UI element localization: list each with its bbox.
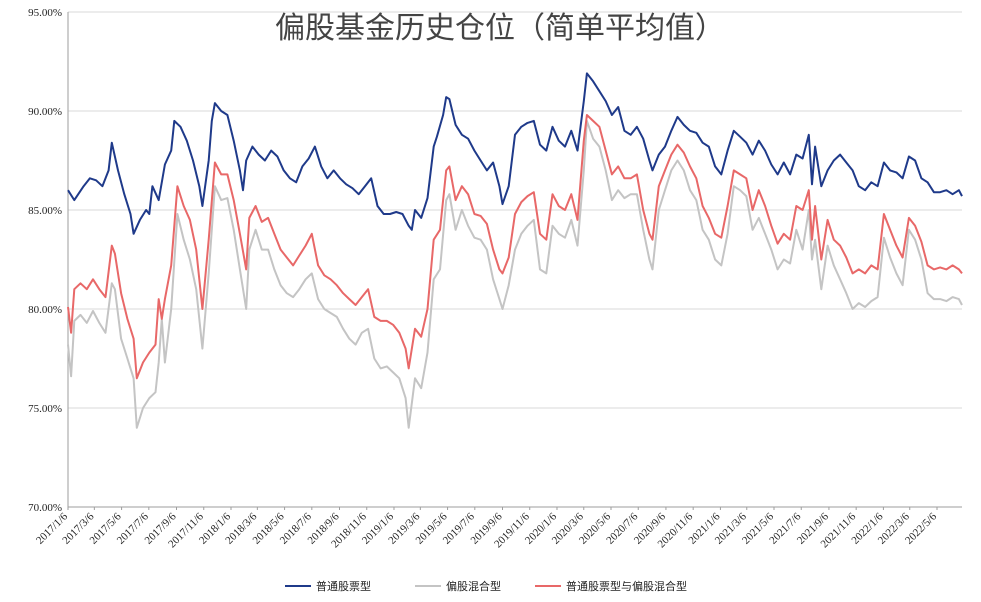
y-tick-label: 95.00% (28, 7, 62, 19)
series-line-0 (67, 72, 963, 235)
series-line-2 (67, 114, 963, 380)
legend-label-2: 普通股票型与偏股混合型 (566, 579, 687, 593)
chart-title: 偏股基金历史仓位（简单平均值） (275, 11, 725, 46)
grid-layer (68, 11, 962, 508)
legend-label-0: 普通股票型 (316, 579, 371, 593)
y-tick-label: 90.00% (28, 106, 62, 118)
y-tick-label: 80.00% (28, 304, 62, 316)
legend: 普通股票型 偏股混合型 普通股票型与偏股混合型 (285, 579, 687, 593)
series-line-1 (67, 119, 963, 429)
legend-label-1: 偏股混合型 (446, 579, 501, 593)
y-tick-label: 75.00% (28, 403, 62, 415)
y-tick-label: 85.00% (28, 205, 62, 217)
y-tick-label: 70.00% (28, 502, 62, 514)
series-layer (67, 72, 963, 429)
